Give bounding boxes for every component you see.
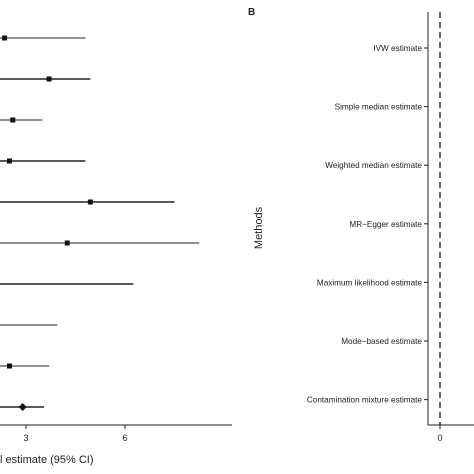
method-label: Contamination mixture estimate (307, 396, 423, 405)
point-estimate (46, 76, 52, 82)
x-tick-label: 0 (437, 433, 442, 443)
panel-b-label: B (248, 7, 255, 18)
point-estimate-diamond (18, 403, 27, 411)
point-estimate (2, 35, 8, 41)
method-label: Mode−based estimate (341, 337, 422, 346)
panel-a-rows (0, 35, 200, 411)
point-estimate (10, 117, 16, 123)
x-tick-label: 3 (23, 433, 28, 443)
x-tick-label: 6 (122, 433, 127, 443)
point-estimate (87, 199, 93, 205)
point-estimate (7, 158, 12, 164)
method-label: Maximum likelihood estimate (317, 278, 423, 287)
method-label: Simple median estimate (335, 103, 423, 112)
panel-b-y-axis-title: Methods (253, 206, 265, 249)
panel-b: B Methods IVW estimate Simple median esti… (248, 7, 474, 443)
point-estimate (64, 240, 70, 246)
panel-b-x-ticks: 0 (437, 425, 443, 443)
panel-b-method-labels: IVW estimate Simple median estimate Weight… (307, 44, 428, 405)
method-label: Weighted median estimate (325, 161, 422, 170)
method-label: IVW estimate (373, 44, 422, 53)
panel-a-x-axis-title: l estimate (95% CI) (0, 454, 94, 466)
point-estimate (7, 363, 12, 369)
method-label: MR−Egger estimate (349, 220, 422, 229)
